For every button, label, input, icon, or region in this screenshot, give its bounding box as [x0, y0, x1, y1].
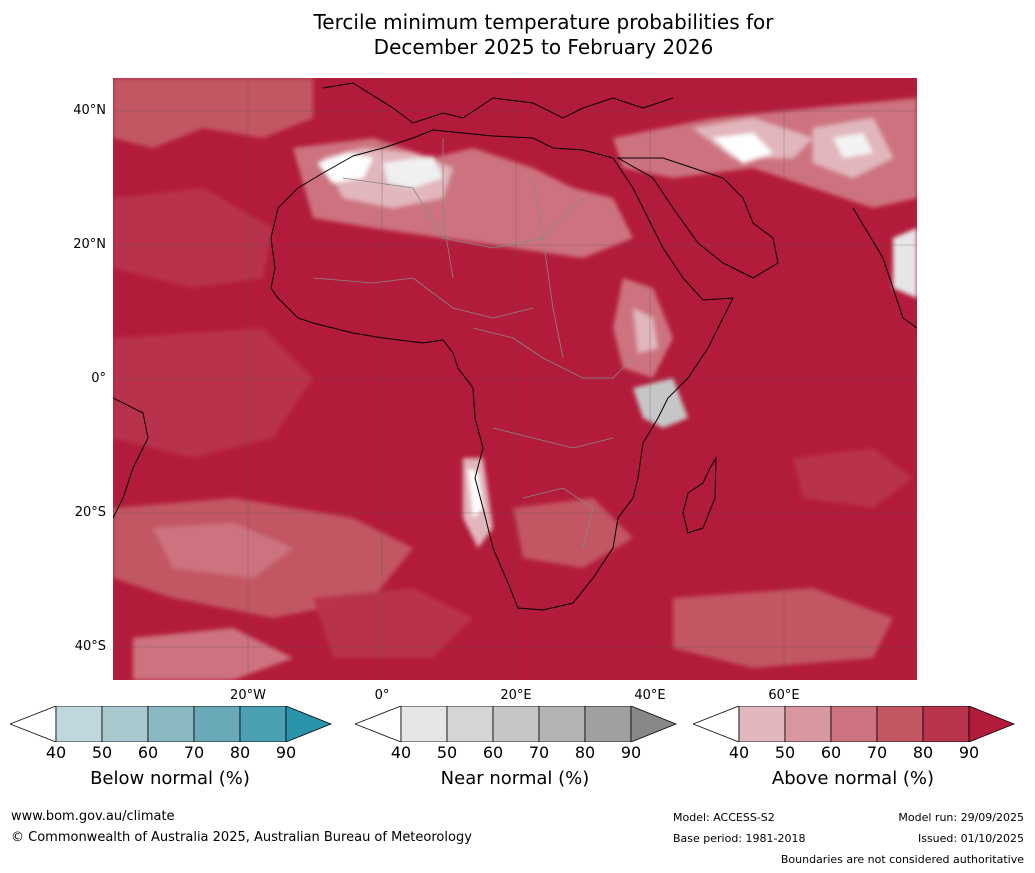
colorbar-near-tick: 90 [620, 743, 642, 762]
lon-label-20e: 20°E [500, 688, 532, 703]
colorbar-below-tick: 50 [91, 743, 113, 762]
colorbar-above-seg-4 [876, 706, 924, 742]
colorbar-near-tick: 40 [390, 743, 412, 762]
colorbar-near-tick: 70 [528, 743, 550, 762]
colorbar-above-seg-0 [693, 706, 740, 742]
copyright-text: © Commonwealth of Australia 2025, Austra… [11, 830, 472, 845]
colorbar-above-label: Above normal (%) [771, 768, 935, 789]
colorbar-below-label: Below normal (%) [90, 768, 250, 789]
colorbar-above-seg-6 [968, 706, 1015, 742]
colorbar-above-seg-2 [784, 706, 832, 742]
colorbar-below-tick: 40 [45, 743, 67, 762]
colorbar-above-tick: 80 [912, 743, 934, 762]
probability-map [113, 78, 917, 680]
colorbar-above-tick: 70 [866, 743, 888, 762]
colorbar-near-seg-3 [492, 706, 540, 742]
lon-label-0: 0° [374, 688, 390, 703]
colorbar-below-seg-3 [147, 706, 195, 742]
lat-label-20n: 20°N [73, 237, 106, 252]
colorbar-below-seg-0 [10, 706, 57, 742]
coastlines [113, 82, 917, 611]
bom-website-link[interactable]: www.bom.gov.au/climate [11, 809, 175, 824]
colorbar-above-seg-1 [738, 706, 786, 742]
colorbar-below-seg-5 [239, 706, 287, 742]
map-title: Tercile minimum temperature probabilitie… [0, 10, 1035, 60]
colorbar-below-seg-2 [101, 706, 149, 742]
country-borders [312, 138, 634, 549]
colorbar-near-tick: 50 [436, 743, 458, 762]
map-graphic [113, 78, 917, 680]
lat-label-40s: 40°S [74, 639, 106, 654]
colorbar-near-normal [355, 706, 677, 742]
map-title-line2: December 2025 to February 2026 [373, 35, 714, 59]
colorbar-above-tick: 40 [728, 743, 750, 762]
colorbar-near-tick: 60 [482, 743, 504, 762]
lon-label-40e: 40°E [634, 688, 666, 703]
colorbar-near-tick: 80 [574, 743, 596, 762]
colorbar-near-seg-0 [355, 706, 402, 742]
colorbar-above-tick: 90 [958, 743, 980, 762]
colorbar-near-seg-1 [400, 706, 448, 742]
map-title-line1: Tercile minimum temperature probabilitie… [313, 10, 774, 34]
colorbar-near-seg-2 [446, 706, 494, 742]
lon-label-60e: 60°E [768, 688, 800, 703]
colorbar-near-label: Near normal (%) [440, 768, 590, 789]
colorbar-near-seg-5 [584, 706, 632, 742]
colorbar-below-tick: 70 [183, 743, 205, 762]
issued-text: Issued: 01/10/2025 [917, 832, 1024, 845]
colorbar-above-tick: 50 [774, 743, 796, 762]
colorbar-above-tick: 60 [820, 743, 842, 762]
model-text: Model: ACCESS-S2 [673, 811, 775, 824]
lon-label-20w: 20°W [230, 688, 266, 703]
colorbar-below-tick: 60 [137, 743, 159, 762]
colorbar-above-seg-3 [830, 706, 878, 742]
lat-label-40n: 40°N [73, 103, 106, 118]
base-period-text: Base period: 1981-2018 [673, 832, 806, 845]
colorbar-near-seg-6 [630, 706, 677, 742]
colorbar-below-seg-4 [193, 706, 241, 742]
colorbar-below-tick: 90 [275, 743, 297, 762]
colorbar-below-seg-1 [55, 706, 103, 742]
colorbar-below-seg-6 [285, 706, 332, 742]
disclaimer-text: Boundaries are not considered authoritat… [780, 853, 1024, 866]
colorbar-below-tick: 80 [229, 743, 251, 762]
model-run-text: Model run: 29/09/2025 [898, 811, 1024, 824]
probability-patches [113, 78, 917, 680]
colorbar-above-seg-5 [922, 706, 970, 742]
lat-label-20s: 20°S [74, 505, 106, 520]
lat-label-0: 0° [91, 371, 106, 386]
colorbar-below-normal [10, 706, 332, 742]
colorbar-above-normal [693, 706, 1015, 742]
gridlines [113, 78, 917, 680]
colorbar-near-seg-4 [538, 706, 586, 742]
